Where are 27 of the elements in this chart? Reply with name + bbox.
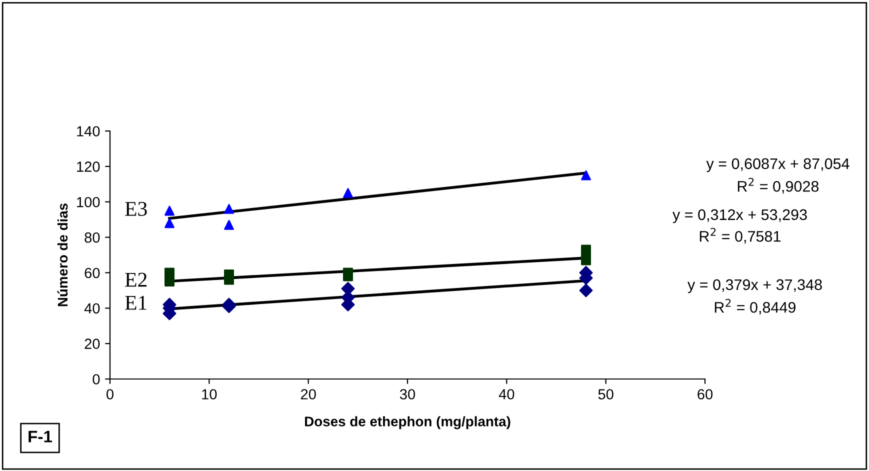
x-tick-label: 30 xyxy=(400,389,416,400)
annotation: R$^{2}$ = 0,7581 xyxy=(700,228,780,244)
x-tick-label: 0 xyxy=(106,389,114,400)
y-tick-label: 60 xyxy=(84,268,100,278)
series-label: E2 xyxy=(125,272,147,287)
y-tick-label: 100 xyxy=(77,196,100,208)
text: R$^{2}$ = 0,8449 xyxy=(714,298,796,315)
y-tick-label: 120 xyxy=(77,162,100,172)
x-tick-label: 40 xyxy=(498,389,514,400)
y-tick-label: 40 xyxy=(84,303,100,314)
series-label: E1 xyxy=(125,296,146,310)
text: R$^{2}$ = 0,9028 xyxy=(738,178,819,194)
text: y = 0,6087x + 87,054 xyxy=(706,158,850,172)
y-tick-label: 140 xyxy=(77,126,100,136)
y-tick-label: 80 xyxy=(84,232,100,243)
x-axis-title: Doses de ethephon (mg/planta) xyxy=(305,416,510,430)
annotation: y = 0,312x + 53,293 xyxy=(672,209,807,224)
y-axis-title: Número de dias xyxy=(57,203,68,306)
annotation: y = 0,379x + 37,348 xyxy=(688,279,822,294)
y-tick-label: 20 xyxy=(84,338,100,349)
x-tick-label: 50 xyxy=(598,389,614,400)
text: F-1 xyxy=(28,430,52,442)
series-label: E3 xyxy=(125,202,147,216)
y-tick-label: 0 xyxy=(92,374,100,384)
x-tick-label: 10 xyxy=(202,389,217,400)
x-tick-label: 60 xyxy=(698,389,713,400)
x-tick-label: 20 xyxy=(300,389,316,400)
